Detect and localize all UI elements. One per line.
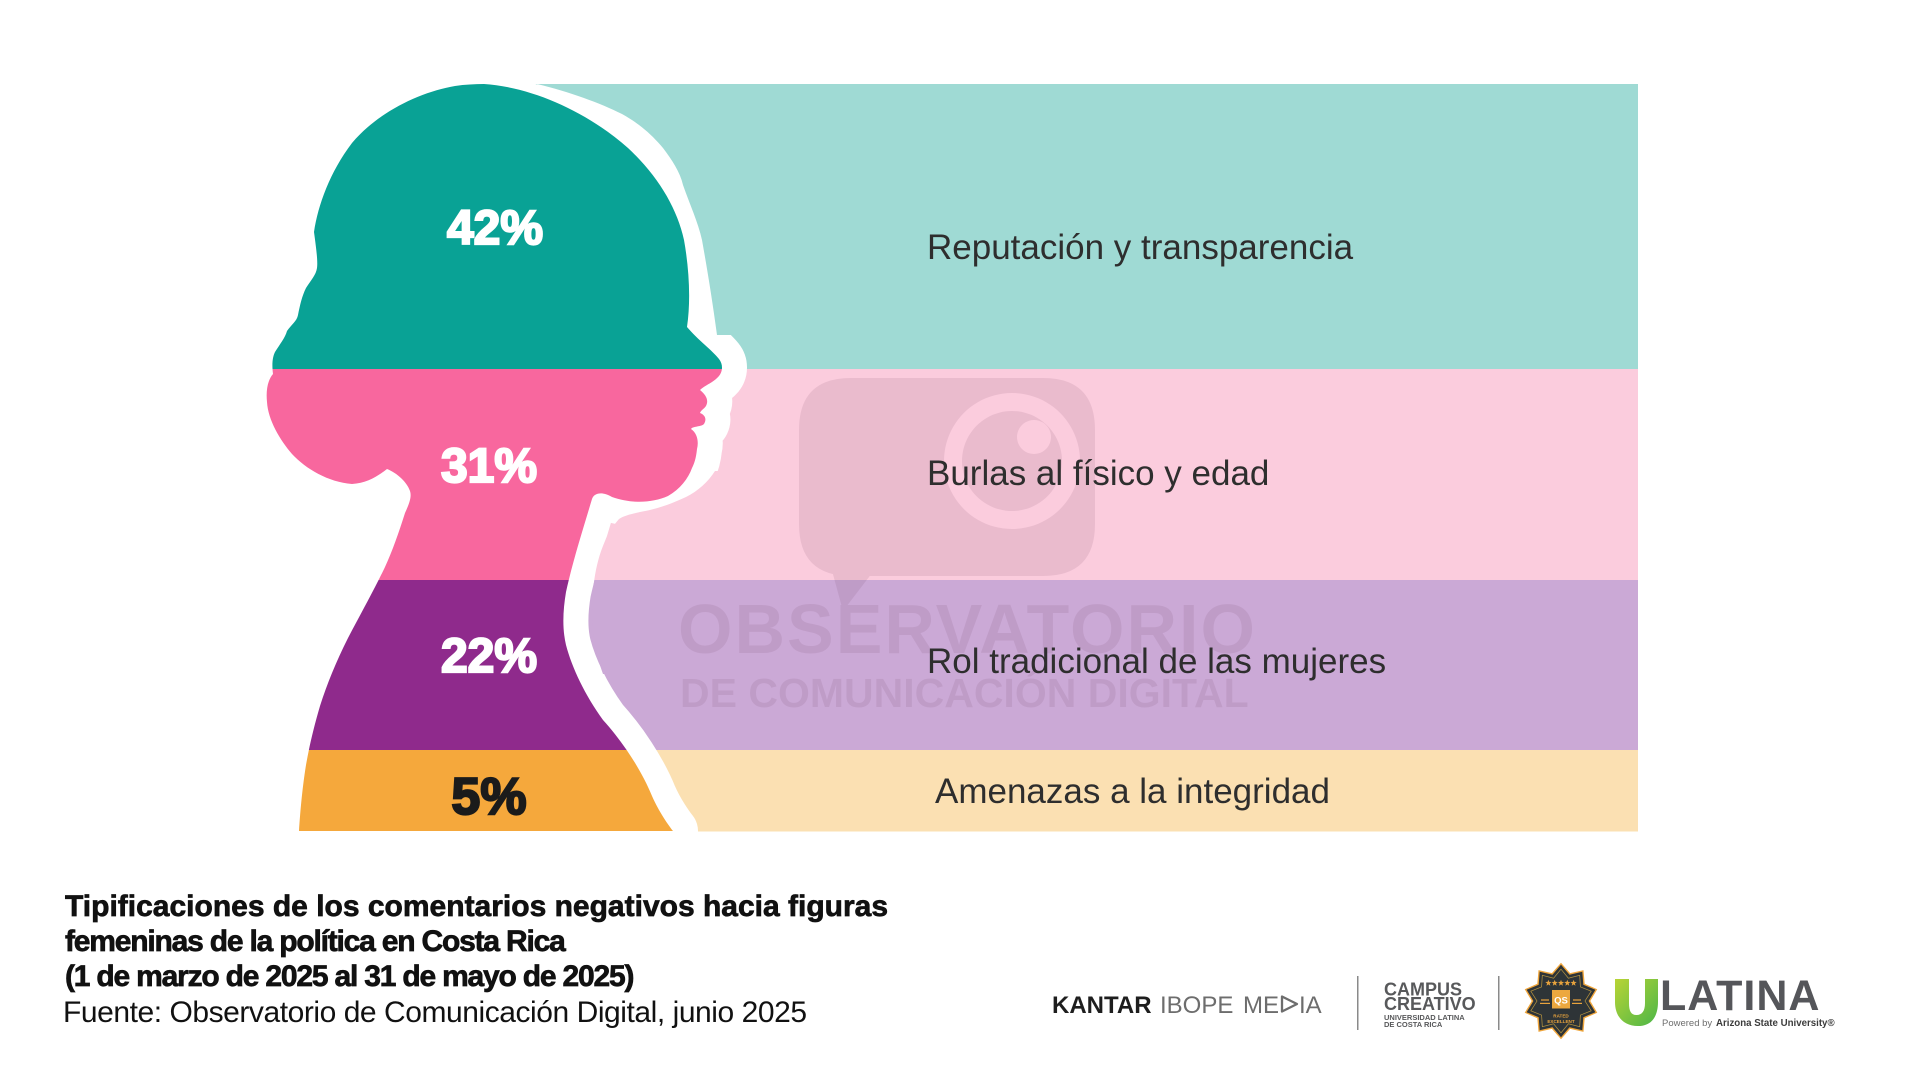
svg-text:(1 de marzo de 2025 al 31 de m: (1 de marzo de 2025 al 31 de mayo de 202…: [65, 960, 633, 993]
svg-text:31%: 31%: [441, 440, 537, 493]
svg-text:5%: 5%: [451, 768, 526, 826]
svg-text:CREATIVO: CREATIVO: [1384, 994, 1476, 1014]
svg-text:femeninas de la política en Co: femeninas de la política en Costa Rica: [65, 925, 566, 958]
svg-text:UNIVERSIDAD LATINA: UNIVERSIDAD LATINA: [1384, 1013, 1465, 1022]
svg-text:DE COSTA RICA: DE COSTA RICA: [1384, 1020, 1443, 1029]
svg-text:Rol tradicional de las mujeres: Rol tradicional de las mujeres: [927, 642, 1386, 681]
svg-text:Amenazas a la integridad: Amenazas a la integridad: [935, 772, 1330, 811]
svg-text:LATINA: LATINA: [1660, 972, 1820, 1020]
svg-text:ME: ME: [1243, 992, 1279, 1019]
svg-text:22%: 22%: [441, 630, 537, 683]
svg-text:Arizona State University®: Arizona State University®: [1716, 1018, 1835, 1029]
svg-text:Burlas al físico y edad: Burlas al físico y edad: [927, 454, 1269, 493]
svg-text:CAMPUS: CAMPUS: [1384, 980, 1462, 1000]
svg-text:Fuente: Observatorio de Comuni: Fuente: Observatorio de Comunicación Dig…: [63, 996, 807, 1029]
svg-text:DE COMUNICACIÓN DIGITAL: DE COMUNICACIÓN DIGITAL: [680, 670, 1249, 716]
svg-text:Powered by: Powered by: [1662, 1018, 1712, 1029]
svg-text:IBOPE: IBOPE: [1160, 992, 1233, 1019]
svg-text:Tipificaciones de los comentar: Tipificaciones de los comentarios negati…: [65, 890, 888, 923]
svg-text:RATED: RATED: [1553, 1014, 1569, 1019]
svg-text:EXCELLENT: EXCELLENT: [1547, 1019, 1575, 1024]
svg-text:IA: IA: [1299, 992, 1322, 1019]
svg-text:42%: 42%: [447, 202, 543, 255]
svg-text:QS: QS: [1554, 996, 1568, 1007]
svg-text:Reputación y transparencia: Reputación y transparencia: [927, 228, 1354, 267]
svg-text:KANTAR: KANTAR: [1052, 992, 1152, 1019]
svg-text:OBSERVATORIO: OBSERVATORIO: [678, 590, 1257, 668]
